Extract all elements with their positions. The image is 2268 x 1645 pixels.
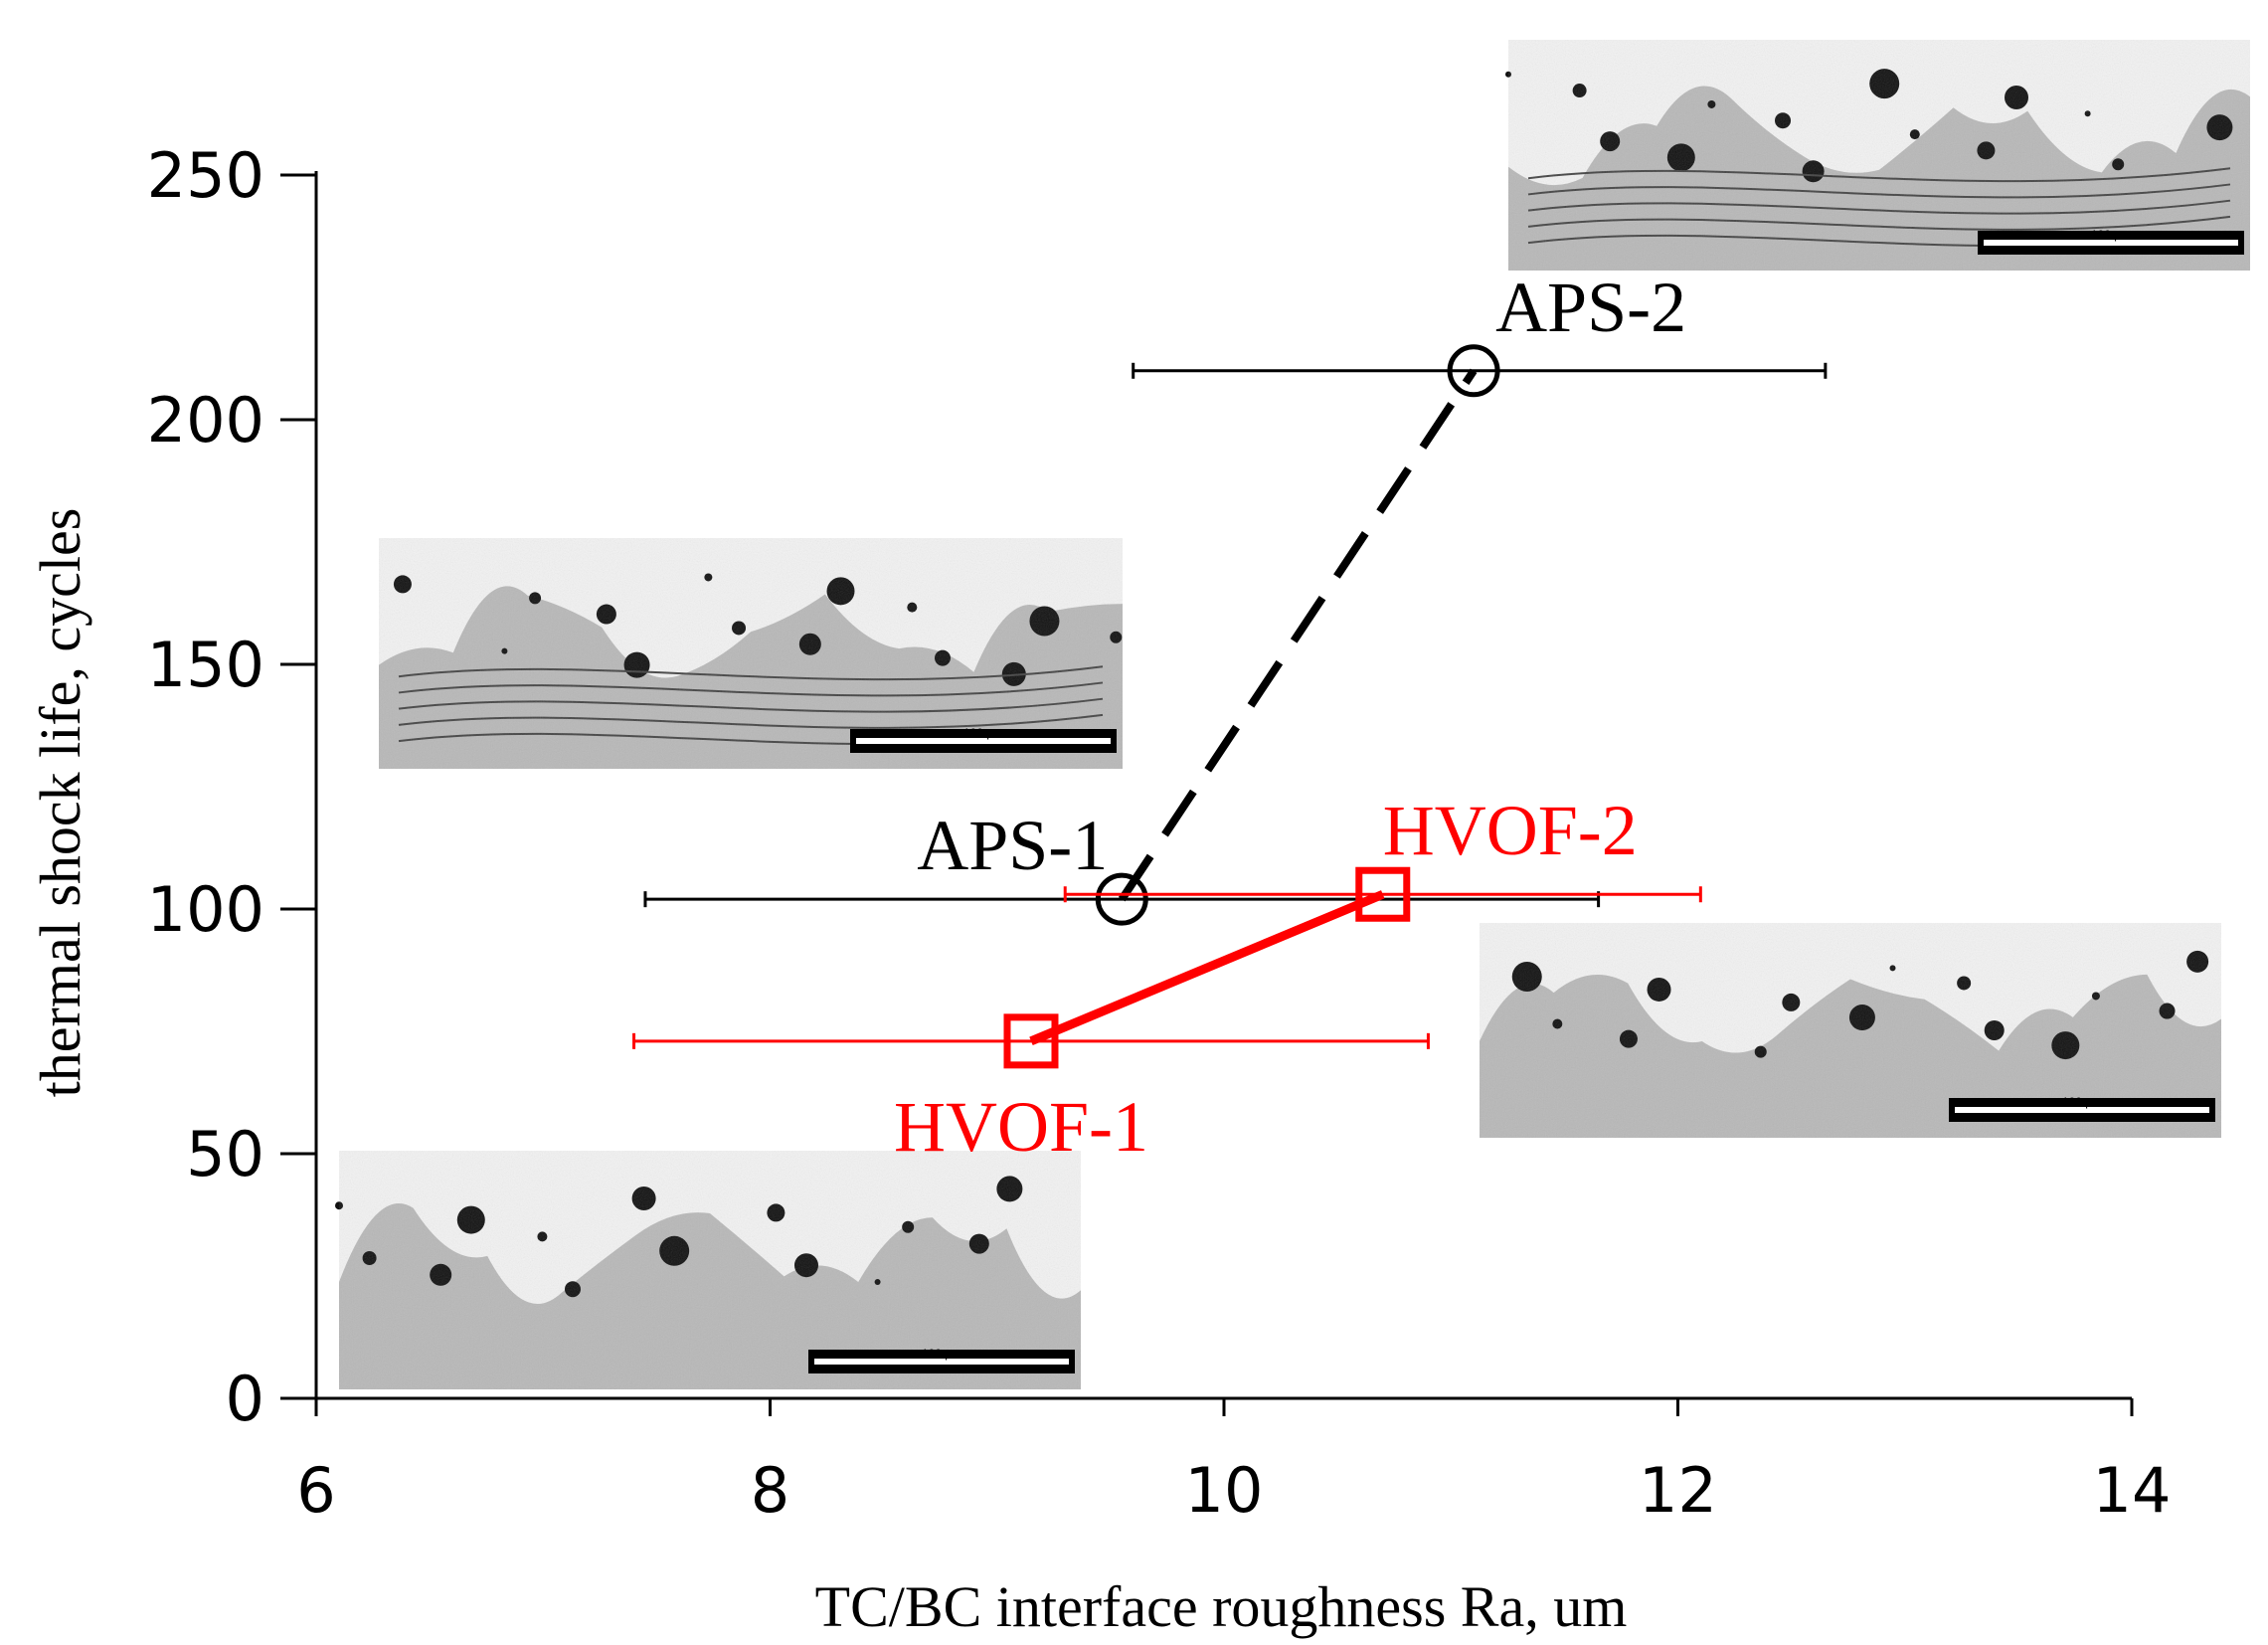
scale-bar [1955, 1107, 2209, 1113]
series-0 [643, 344, 1828, 926]
micrograph-aps-2: 100 μm [1505, 40, 2250, 271]
y-tick-label: 100 [147, 873, 264, 946]
y-tick-label: 200 [147, 384, 264, 457]
x-axis-title: TC/BC interface roughness Ra, um [815, 1574, 1628, 1639]
micrograph-hvof-2: 100 μm [1480, 923, 2221, 1138]
series-line [1029, 890, 1385, 1045]
scale-bar [1984, 240, 2238, 246]
micrograph-aps-1: 100 μm [379, 538, 1123, 769]
scale-bar-label: 100 μm [2062, 1095, 2102, 1109]
scale-bar [814, 1359, 1069, 1365]
x-tick-label: 10 [1185, 1454, 1264, 1527]
point-marker [1355, 866, 1411, 922]
scale-bar-label: 100 μm [2091, 228, 2131, 242]
series-1 [632, 866, 1702, 1069]
y-tick-label: 250 [147, 139, 264, 212]
x-tick-label: 6 [296, 1454, 335, 1527]
scale-bar-label: 100 μm [963, 726, 1003, 740]
axes: 0 50 100 150 200 250 6 8 10 12 14 [147, 139, 2172, 1527]
y-tick-label: 0 [226, 1363, 264, 1435]
series-line [1118, 368, 1478, 902]
point-labels: APS-1 APS-2 HVOF-1 HVOF-2 [894, 268, 1686, 1167]
inset-images: 100 μm 100 μm 100 μm 100 μm [335, 40, 2250, 1389]
scale-bar [856, 738, 1111, 744]
point-marker [1003, 1013, 1059, 1069]
x-tick-label: 8 [751, 1454, 789, 1527]
data-series [632, 344, 1828, 1069]
y-axis-title: thermal shock life, cycles [28, 508, 92, 1098]
y-tick-label: 150 [147, 629, 264, 701]
point-marker [1095, 872, 1148, 926]
micrograph-hvof-1: 100 μm [335, 1151, 1081, 1389]
point-label: APS-1 [917, 806, 1108, 885]
scale-bar-label: 100 μm [922, 1347, 961, 1361]
x-tick-label: 12 [1639, 1454, 1717, 1527]
point-marker [1447, 344, 1500, 398]
point-label: HVOF-1 [894, 1087, 1148, 1167]
point-label: HVOF-2 [1383, 791, 1638, 870]
y-tick-label: 50 [186, 1118, 264, 1190]
x-tick-label: 14 [2093, 1454, 2172, 1527]
point-label: APS-2 [1495, 268, 1686, 347]
